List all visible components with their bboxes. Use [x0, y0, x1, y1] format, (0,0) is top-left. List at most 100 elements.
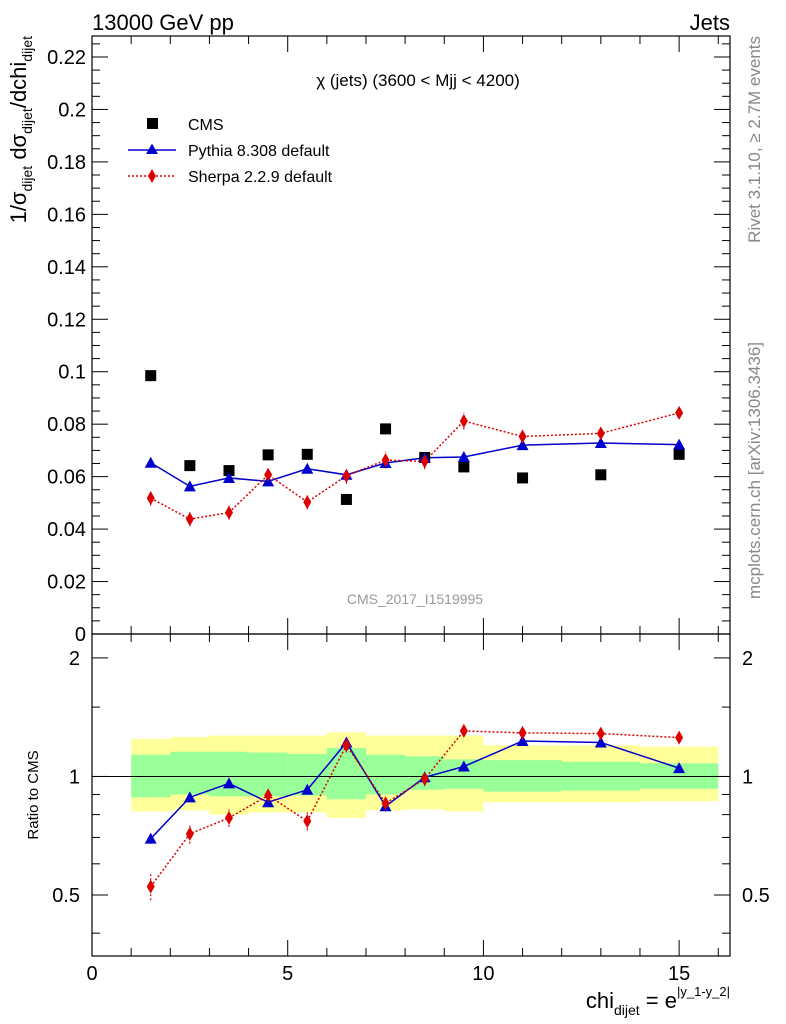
- ratio-band-green: [483, 760, 562, 792]
- ratio-band-green: [170, 751, 210, 795]
- sherpa-point: [459, 414, 468, 429]
- y-axis-label: 1/σdijet dσdijet/dchidijet: [6, 36, 35, 224]
- pythia-ratio-point: [301, 783, 314, 795]
- cms-point: [673, 448, 685, 460]
- sherpa-ratio-point: [342, 738, 351, 753]
- sherpa-ratio-point: [185, 826, 194, 841]
- legend-marker-pythia: [146, 143, 158, 154]
- sherpa-line: [150, 412, 680, 520]
- main-panel: 0 0.02 0.04 0.06 0.08 0.1 0.12 0.14 0.16 0.18 0.2 0…: [6, 35, 731, 646]
- y-tick-label: 0.14: [47, 257, 86, 279]
- sherpa-ratio-point: [518, 725, 527, 740]
- chart-title: χ (jets) (3600 < Mjj < 4200): [316, 71, 520, 90]
- legend-label-cms: CMS: [188, 117, 224, 134]
- pythia-ratio-point: [673, 762, 686, 774]
- y-tick-label: 0.1: [58, 362, 86, 384]
- pythia-line: [150, 442, 680, 488]
- y-tick-label: 0.04: [47, 519, 86, 541]
- sherpa-point: [518, 429, 527, 444]
- cms-point: [380, 423, 392, 435]
- y-tick-label: 0.22: [47, 47, 86, 69]
- cms-point: [517, 472, 529, 484]
- pythia-ratio-point: [516, 735, 529, 747]
- sherpa-ratio-point: [303, 814, 312, 829]
- mcplots-label: mcplots.cern.ch [arXiv:1306.3436]: [745, 342, 764, 599]
- watermark: CMS_2017_I1519995: [347, 591, 483, 607]
- pythia-point: [144, 456, 157, 468]
- y-tick-label: 0.06: [47, 467, 86, 489]
- x-tick-label: 10: [472, 963, 494, 985]
- y-tick-label: 0.12: [47, 309, 86, 331]
- cms-point: [145, 370, 157, 382]
- cms-point: [595, 469, 607, 481]
- sherpa-point: [420, 454, 429, 469]
- ratio-tick-label: 1: [69, 766, 80, 788]
- ratio-y-label: Ratio to CMS: [25, 750, 42, 839]
- sherpa-point: [381, 453, 390, 468]
- sherpa-point: [264, 467, 273, 482]
- pythia-ratio-point: [594, 736, 607, 748]
- sherpa-point: [342, 468, 351, 483]
- cms-point: [223, 465, 235, 477]
- sherpa-point: [675, 405, 684, 420]
- sherpa-ratio-point: [596, 726, 605, 741]
- sherpa-ratio-point: [264, 788, 273, 803]
- x-tick-label: 5: [282, 963, 293, 985]
- x-tick-label: 0: [86, 963, 97, 985]
- pythia-point: [301, 462, 314, 474]
- ratio-tick-label-right: 1: [742, 766, 753, 788]
- sherpa-ratio-point: [146, 879, 155, 894]
- legend-label-sherpa: Sherpa 2.2.9 default: [188, 169, 333, 186]
- legend-marker-cms: [147, 118, 158, 129]
- y-tick-label: 0.18: [47, 152, 86, 174]
- cms-point: [262, 449, 274, 461]
- pythia-ratio-point: [457, 760, 470, 772]
- ratio-frame: [91, 633, 731, 957]
- header-energy: 13000 GeV pp: [92, 10, 234, 35]
- pythia-ratio-point: [222, 777, 235, 789]
- pythia-point: [673, 438, 686, 450]
- cms-point: [184, 460, 196, 472]
- pythia-ratio-point: [144, 832, 157, 844]
- sherpa-point: [224, 505, 233, 520]
- ratio-band-green: [326, 748, 366, 800]
- y-tick-label: 0.2: [58, 99, 86, 121]
- rivet-label: Rivet 3.1.10, ≥ 2.7M events: [745, 36, 764, 243]
- ratio-tick-label: 2: [69, 648, 80, 670]
- cms-point: [340, 493, 352, 505]
- sherpa-ratio-point: [420, 772, 429, 787]
- y-tick-label: 0.16: [47, 204, 86, 226]
- ratio-tick-label-right: 2: [742, 648, 753, 670]
- header-jets: Jets: [690, 10, 730, 35]
- y-tick-label: 0: [75, 624, 86, 646]
- pythia-ratio-point: [183, 791, 196, 803]
- cms-point: [301, 448, 313, 460]
- pythia-point: [457, 450, 470, 462]
- y-tick-label: 0.08: [47, 414, 86, 436]
- y-tick-label: 0.02: [47, 572, 86, 594]
- sherpa-ratio-point: [675, 730, 684, 745]
- pythia-point: [516, 439, 529, 451]
- pythia-point: [594, 437, 607, 449]
- sherpa-ratio-point: [459, 723, 468, 738]
- pythia-point: [183, 480, 196, 492]
- cms-point: [458, 461, 470, 473]
- legend-label-pythia: Pythia 8.308 default: [188, 143, 330, 160]
- legend-marker-sherpa: [148, 169, 156, 183]
- ratio-tick-label-right: 0.5: [742, 885, 770, 907]
- x-axis-label: chidijet = e|y_1-y_2|: [586, 984, 730, 1018]
- sherpa-point: [596, 426, 605, 441]
- x-tick-label: 15: [668, 963, 690, 985]
- legend: CMS Pythia 8.308 default Sherpa 2.2.9 de…: [128, 117, 333, 186]
- ratio-panel: 0.5 0.5 1 1 2 2 0 5 10 15 Ratio to CMS: [25, 633, 770, 985]
- sherpa-point: [303, 495, 312, 510]
- sherpa-ratio-line: [150, 730, 680, 888]
- sherpa-point: [185, 512, 194, 527]
- ratio-band-green: [365, 754, 406, 795]
- sherpa-ratio-point: [224, 810, 233, 825]
- sherpa-point: [146, 491, 155, 506]
- pythia-point: [222, 471, 235, 483]
- ratio-tick-label: 0.5: [52, 885, 80, 907]
- sherpa-ratio-point: [381, 796, 390, 811]
